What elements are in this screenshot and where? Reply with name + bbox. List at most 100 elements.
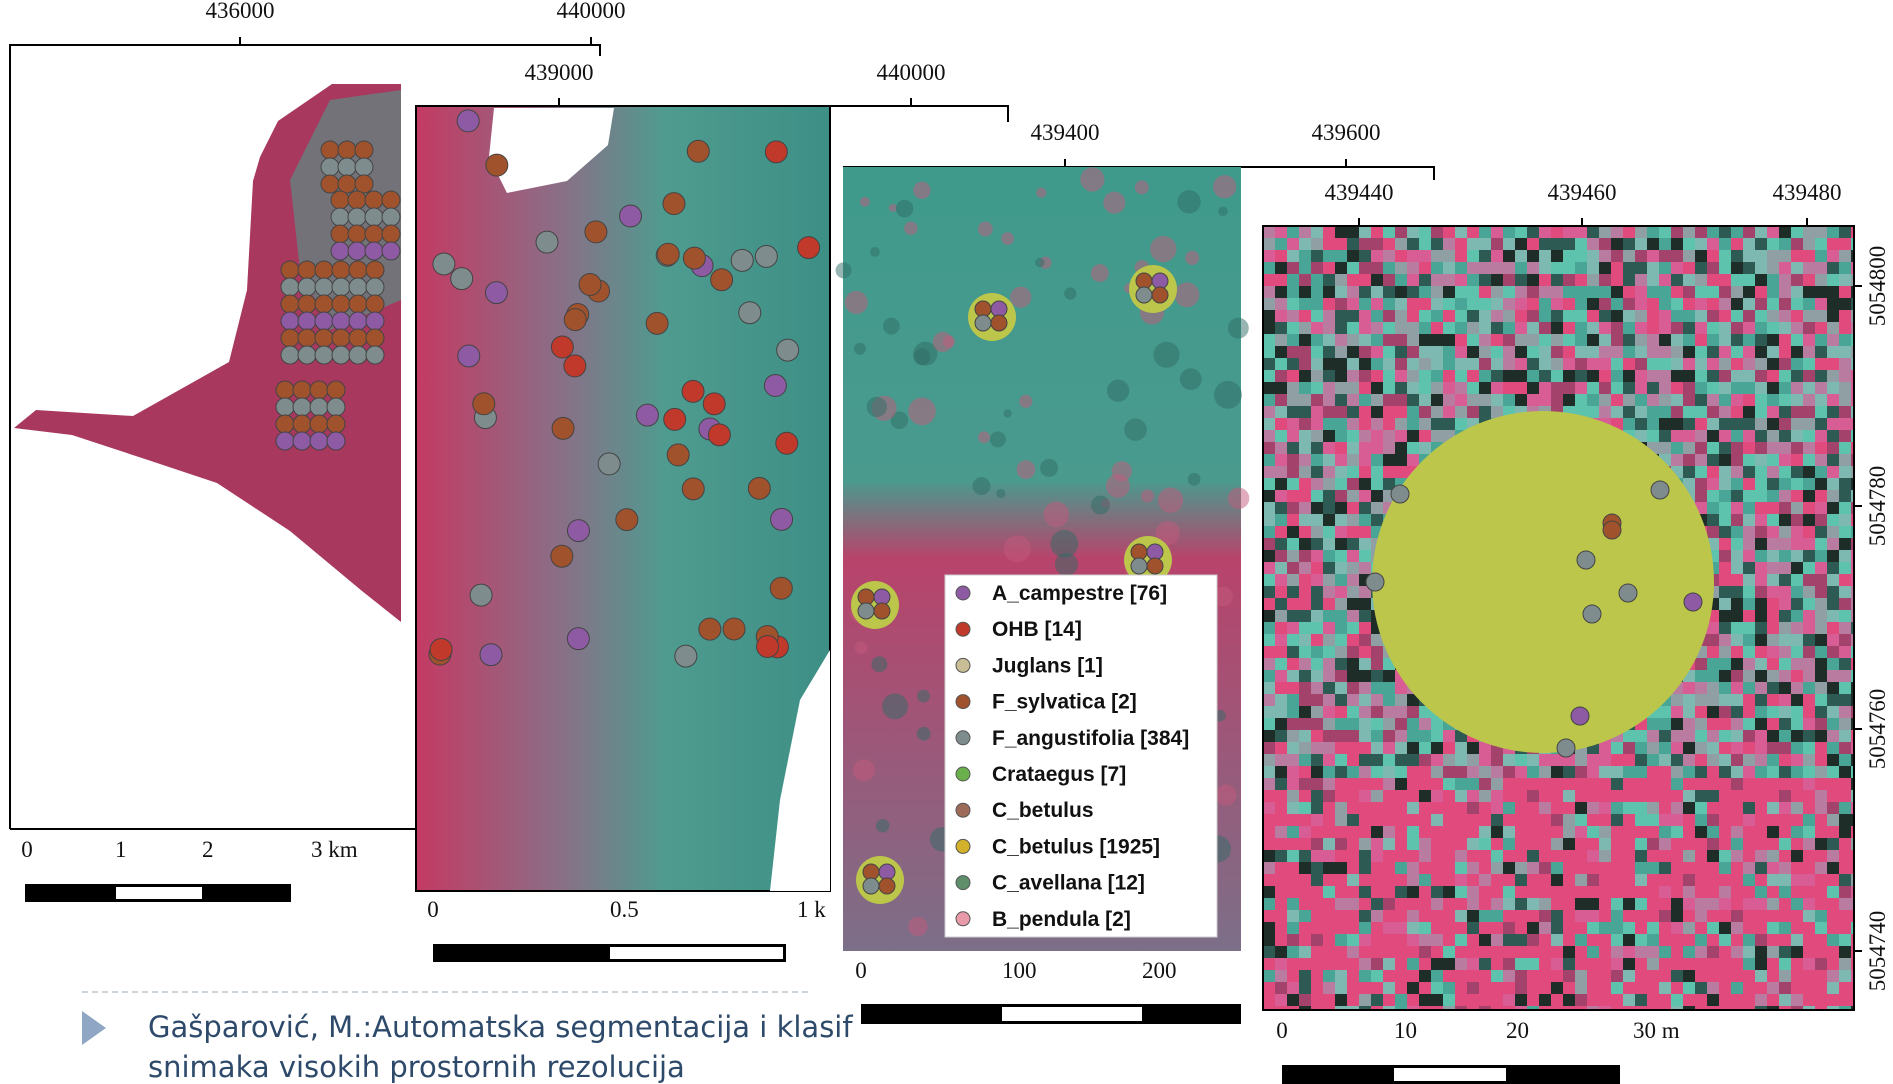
pixel	[1599, 922, 1612, 935]
pixel	[1299, 262, 1312, 275]
point	[564, 309, 586, 331]
pixel	[1647, 370, 1660, 383]
pixel	[1491, 838, 1504, 851]
pixel	[1791, 502, 1804, 515]
pixel	[1767, 526, 1780, 539]
pixel	[1815, 922, 1828, 935]
pixel	[1659, 250, 1672, 263]
pixel	[1563, 838, 1576, 851]
pixel	[1767, 982, 1780, 995]
pixel	[1839, 238, 1852, 251]
pixel	[1383, 874, 1396, 887]
pixel	[1359, 346, 1372, 359]
pixel	[1659, 910, 1672, 923]
pixel	[1323, 886, 1336, 899]
texture	[1107, 380, 1129, 402]
pixel	[1779, 634, 1792, 647]
pixel	[1455, 874, 1468, 887]
pixel	[1635, 874, 1648, 887]
pixel	[1599, 274, 1612, 287]
pixel	[1731, 910, 1744, 923]
pixel	[1635, 958, 1648, 971]
point	[338, 141, 356, 159]
pixel	[1707, 682, 1720, 695]
pixel	[1467, 754, 1480, 767]
pixel	[1347, 382, 1360, 395]
point	[331, 242, 349, 260]
pixel	[1695, 1006, 1708, 1019]
pixel	[1743, 886, 1756, 899]
plot-circle	[1372, 411, 1714, 753]
pixel	[1311, 862, 1324, 875]
pixel	[1335, 670, 1348, 683]
pixel	[1527, 334, 1540, 347]
pixel	[1299, 1006, 1312, 1019]
pixel	[1659, 982, 1672, 995]
pixel	[1839, 430, 1852, 443]
pixel	[1335, 898, 1348, 911]
point	[298, 295, 316, 313]
pixel	[1839, 946, 1852, 959]
pixel	[1779, 358, 1792, 371]
pixel	[1359, 514, 1372, 527]
pixel	[1731, 802, 1744, 815]
pixel	[1335, 610, 1348, 623]
pixel	[1419, 910, 1432, 923]
pixel	[1539, 886, 1552, 899]
point	[874, 603, 890, 619]
pixel	[1827, 502, 1840, 515]
pixel	[1443, 790, 1456, 803]
pixel	[1635, 802, 1648, 815]
pixel	[1539, 262, 1552, 275]
pixel	[1275, 370, 1288, 383]
pixel	[1731, 994, 1744, 1007]
pixel	[1779, 610, 1792, 623]
pixel	[1467, 886, 1480, 899]
pixel	[1263, 898, 1276, 911]
pixel	[1311, 814, 1324, 827]
pixel	[1791, 874, 1804, 887]
pixel	[1299, 946, 1312, 959]
pixel	[1839, 622, 1852, 635]
pixel	[1827, 358, 1840, 371]
pixel	[1479, 262, 1492, 275]
pixel	[1455, 274, 1468, 287]
pixel	[1287, 802, 1300, 815]
pixel	[1515, 286, 1528, 299]
pixel	[1335, 934, 1348, 947]
pixel	[1803, 454, 1816, 467]
pixel	[1647, 814, 1660, 827]
pixel	[1647, 994, 1660, 1007]
pixel	[1299, 646, 1312, 659]
pixel	[1407, 310, 1420, 323]
pixel	[1467, 370, 1480, 383]
pixel	[1647, 310, 1660, 323]
pixel	[1395, 898, 1408, 911]
pixel	[1299, 286, 1312, 299]
pixel	[1479, 898, 1492, 911]
pixel	[1491, 370, 1504, 383]
pixel	[1731, 898, 1744, 911]
point	[365, 242, 383, 260]
texture	[1124, 418, 1147, 441]
pixel	[1527, 274, 1540, 287]
pixel	[1287, 310, 1300, 323]
pixel	[1635, 910, 1648, 923]
pixel	[1335, 238, 1348, 251]
point	[879, 878, 895, 894]
pixel	[1719, 874, 1732, 887]
point	[366, 329, 384, 347]
pixel	[1635, 946, 1648, 959]
bullet	[82, 1011, 106, 1045]
pixel	[1719, 826, 1732, 839]
pixel	[1275, 406, 1288, 419]
pixel	[1335, 814, 1348, 827]
pixel	[1323, 874, 1336, 887]
pixel	[1395, 394, 1408, 407]
pixel	[1719, 838, 1732, 851]
pixel	[1323, 490, 1336, 503]
pixel	[1527, 1006, 1540, 1019]
pixel	[1575, 766, 1588, 779]
pixel	[1455, 298, 1468, 311]
pixel	[1731, 694, 1744, 707]
